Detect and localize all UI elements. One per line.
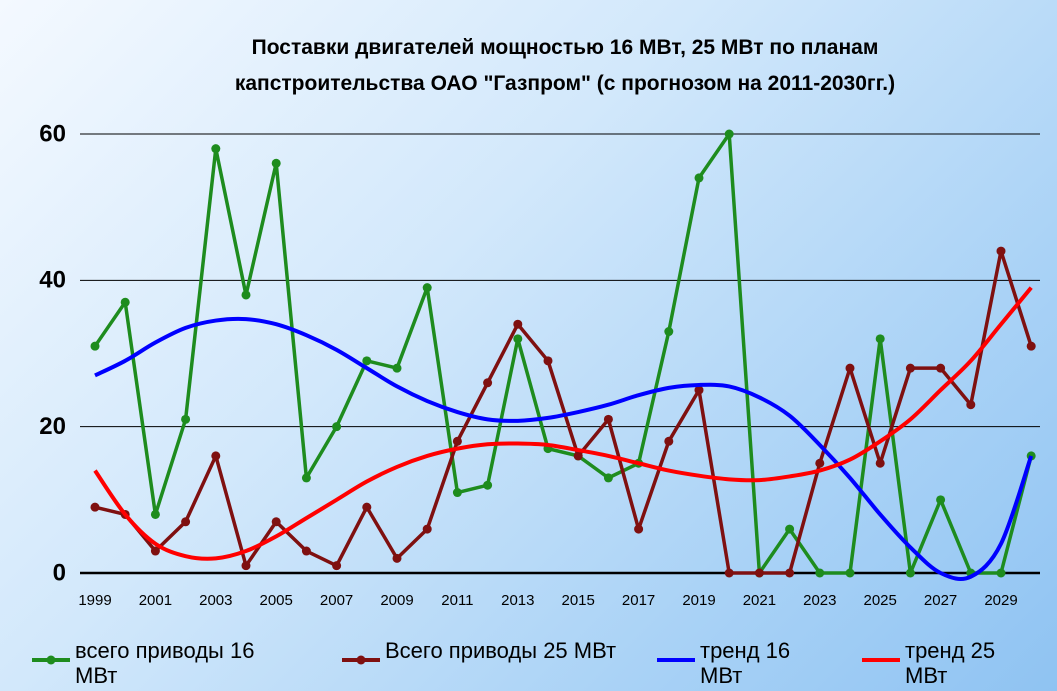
data-point [271, 158, 281, 168]
data-point [362, 356, 372, 366]
data-point [936, 495, 946, 505]
data-point [966, 400, 976, 410]
series-line [94, 316, 1034, 581]
data-point [754, 568, 764, 578]
data-point [452, 436, 462, 446]
data-point [875, 458, 885, 468]
x-tick-label: 2007 [320, 592, 353, 609]
data-point [996, 568, 1006, 578]
series-line [93, 132, 1033, 575]
data-point [785, 568, 795, 578]
data-point [181, 517, 191, 527]
x-tick-label: 2013 [501, 592, 534, 609]
data-point [483, 480, 493, 490]
chart-title: Поставки двигателей мощностью 16 МВт, 25… [234, 36, 896, 95]
x-tick-label: 2003 [199, 592, 232, 609]
legend-swatch [657, 658, 695, 662]
data-point [150, 509, 160, 519]
data-point [573, 451, 583, 461]
legend-label: тренд 16 МВт [700, 638, 791, 688]
data-point [120, 297, 130, 307]
x-tick-label: 2001 [139, 592, 172, 609]
data-point [845, 568, 855, 578]
x-tick-label: 2021 [743, 592, 776, 609]
legend-label: тренд 25 МВт [905, 638, 996, 688]
data-point [664, 327, 674, 337]
data-point [452, 488, 462, 498]
data-point [694, 173, 704, 183]
data-point [875, 334, 885, 344]
legend-marker [356, 655, 366, 665]
data-point [181, 414, 191, 424]
data-point [392, 363, 402, 373]
series-line [93, 286, 1033, 561]
data-point [664, 436, 674, 446]
y-tick-label: 40 [39, 267, 66, 294]
x-tick-label: 2019 [682, 592, 715, 609]
x-tick-label: 1999 [78, 592, 111, 609]
legend-marker [46, 655, 56, 665]
data-point [815, 568, 825, 578]
data-point [301, 473, 311, 483]
data-point [241, 561, 251, 571]
data-point [603, 473, 613, 483]
data-point [90, 341, 100, 351]
data-point [845, 363, 855, 373]
legend-swatch [32, 655, 70, 665]
x-tick-label: 2015 [562, 592, 595, 609]
data-point [815, 458, 825, 468]
data-point [694, 385, 704, 395]
data-point [90, 502, 100, 512]
y-tick-label: 0 [53, 559, 66, 586]
data-point [785, 524, 795, 534]
x-tick-label: 2027 [924, 592, 957, 609]
data-point [603, 414, 613, 424]
y-tick-label: 20 [39, 413, 66, 440]
data-point [332, 422, 342, 432]
data-point [905, 568, 915, 578]
data-point [1026, 341, 1036, 351]
x-tick-label: 2005 [260, 592, 293, 609]
data-point [422, 524, 432, 534]
legend-swatch [862, 658, 900, 662]
data-point [362, 502, 372, 512]
data-point [211, 451, 221, 461]
data-point [996, 246, 1006, 256]
data-point [724, 129, 734, 139]
data-point [392, 553, 402, 563]
data-point [936, 363, 946, 373]
data-point [211, 144, 221, 154]
x-tick-label: 2011 [441, 592, 473, 609]
data-point [513, 334, 523, 344]
legend-label: Всего приводы 25 МВт [385, 638, 617, 663]
data-point [301, 546, 311, 556]
data-point [332, 561, 342, 571]
x-tick-label: 2009 [380, 592, 413, 609]
data-point [543, 356, 553, 366]
series-line [94, 249, 1033, 575]
data-point [422, 283, 432, 293]
data-point [241, 290, 251, 300]
data-point [150, 546, 160, 556]
data-point [271, 517, 281, 527]
legend-swatch [342, 655, 380, 665]
x-tick-label: 2023 [803, 592, 836, 609]
x-tick-label: 2017 [622, 592, 655, 609]
data-point [513, 319, 523, 329]
data-point [905, 363, 915, 373]
data-point [724, 568, 734, 578]
x-tick-label: 2025 [864, 592, 897, 609]
legend-label: всего приводы 16 МВт [75, 638, 255, 688]
data-point [483, 378, 493, 388]
y-tick-label: 60 [39, 120, 66, 147]
x-tick-label: 2029 [984, 592, 1017, 609]
data-point [634, 524, 644, 534]
